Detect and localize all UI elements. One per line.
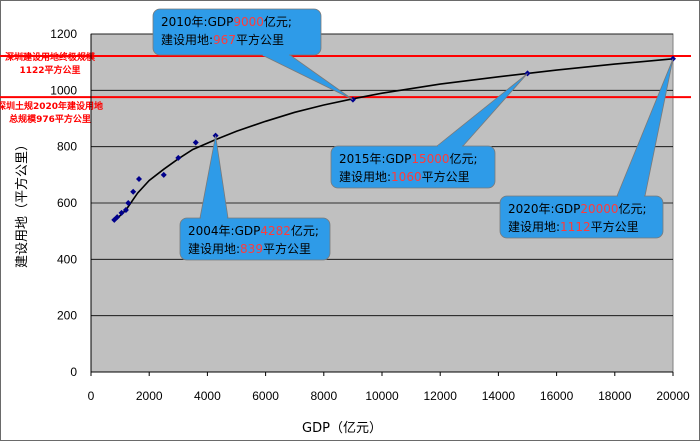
x-tick-label: 0 [88, 389, 95, 403]
data-point [118, 209, 125, 216]
reference-line-label: 深圳建设用地终极规模 [5, 51, 96, 63]
callout-land-value: 1112 [560, 220, 591, 234]
callout-bubble: 2010年:GDP9000亿元; 建设用地:967平方公里 [152, 8, 354, 100]
y-tick-label: 800 [57, 140, 77, 154]
callout-bubble: 2004年:GDP4282亿元; 建设用地:839平方公里 [179, 135, 331, 261]
callout-gdp-unit: 亿元; [450, 151, 478, 166]
callout-year: 2015年:GDP [339, 152, 411, 166]
x-tick-label: 18000 [598, 389, 632, 403]
data-point [192, 139, 199, 146]
x-tick-label: 12000 [424, 389, 458, 403]
callout-land-unit: 平方公里 [236, 32, 284, 47]
callout-land-value: 839 [240, 242, 263, 256]
y-tick-label: 1000 [50, 83, 77, 97]
trend-curve [113, 58, 674, 222]
callout-line-gdp: 2004年:GDP4282亿元; [188, 223, 319, 238]
callout-box [499, 195, 664, 239]
callout-line-gdp: 2010年:GDP9000亿元; [161, 14, 292, 29]
callout-land-value: 967 [213, 33, 236, 47]
callout-year: 2004年:GDP [188, 224, 260, 238]
callout-land-unit: 平方公里 [422, 169, 470, 184]
y-tick-label: 0 [70, 365, 77, 379]
callout-year: 2010年:GDP [161, 15, 233, 29]
callout-land-unit: 平方公里 [591, 219, 639, 234]
x-tick-label: 2000 [136, 389, 163, 403]
y-tick-label: 200 [57, 309, 77, 323]
callout-line-land: 建设用地:967平方公里 [161, 32, 284, 47]
callout-bubble: 2020年:GDP20000亿元; 建设用地:1112平方公里 [499, 58, 674, 239]
callout-gdp-unit: 亿元; [291, 223, 319, 238]
x-tick-label: 20000 [656, 389, 690, 403]
x-tick-label: 6000 [252, 389, 279, 403]
callout-line-land: 建设用地:1060平方公里 [339, 169, 470, 184]
callout-gdp-value: 15000 [411, 152, 449, 166]
callout-gdp-unit: 亿元; [619, 201, 647, 216]
callout-line-land: 建设用地:1112平方公里 [508, 219, 639, 234]
data-point [125, 200, 132, 206]
data-point [114, 214, 121, 221]
data-point [175, 154, 182, 161]
callout-land-label: 建设用地: [508, 220, 560, 234]
x-axis-title: GDP（亿元） [302, 421, 382, 436]
data-point [122, 207, 129, 214]
x-tick-label: 14000 [482, 389, 516, 403]
reference-line-label: 1122平方公里 [19, 64, 80, 76]
x-tick-label: 8000 [310, 389, 337, 403]
callout-land-label: 建设用地: [339, 170, 391, 184]
y-tick-label: 1200 [50, 27, 77, 41]
callout-line-gdp: 2020年:GDP20000亿元; [508, 201, 647, 216]
callout-gdp-value: 9000 [233, 15, 264, 29]
y-tick-label: 400 [57, 252, 77, 266]
callout-line-gdp: 2015年:GDP15000亿元; [339, 151, 478, 166]
y-tick-label: 600 [57, 196, 77, 210]
callout-land-label: 建设用地: [161, 33, 213, 47]
callout-gdp-value: 20000 [580, 202, 618, 216]
callout-land-value: 1060 [391, 170, 422, 184]
callout-land-label: 建设用地: [188, 242, 240, 256]
x-tick-label: 16000 [540, 389, 574, 403]
callout-box [152, 8, 322, 56]
callout-bubble: 2015年:GDP15000亿元; 建设用地:1060平方公里 [330, 73, 528, 189]
callout-line-land: 建设用地:839平方公里 [188, 241, 311, 256]
callout-box [179, 217, 331, 261]
y-axis-title: 建设用地（平方公里） [14, 138, 30, 268]
reference-line-label: 深圳土规2020年建设用地 [0, 100, 103, 112]
callout-box [330, 145, 496, 189]
x-tick-label: 10000 [365, 389, 399, 403]
callout-gdp-value: 4282 [260, 224, 291, 238]
data-point [130, 188, 137, 195]
data-point [136, 176, 143, 183]
reference-line-label: 总规模976平方公里 [9, 113, 91, 125]
data-point [160, 171, 167, 178]
callout-year: 2020年:GDP [508, 202, 580, 216]
x-tick-label: 4000 [194, 389, 221, 403]
callout-gdp-unit: 亿元; [264, 14, 292, 29]
callout-land-unit: 平方公里 [263, 241, 311, 256]
